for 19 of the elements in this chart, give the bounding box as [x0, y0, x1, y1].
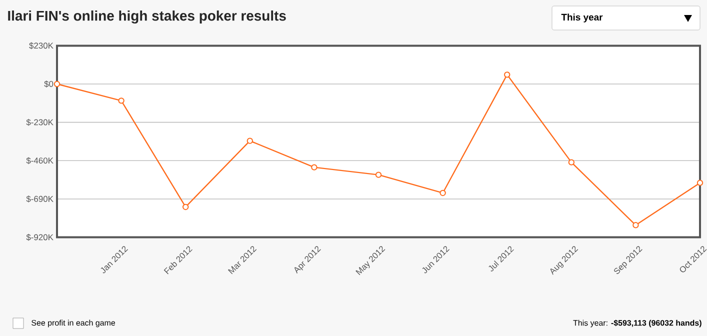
point — [440, 190, 446, 196]
point — [54, 80, 60, 88]
chart-title: Ilari FIN's online high stakes poker results — [8, 10, 286, 24]
point — [375, 172, 382, 178]
point — [182, 204, 189, 210]
point — [246, 138, 254, 144]
y-tick-label: $-920K — [26, 234, 54, 241]
y-tick-label: $-690K — [26, 196, 54, 202]
y-tick-label: $230K — [29, 42, 54, 50]
y-tick-label: $0 — [44, 80, 54, 88]
point — [632, 222, 639, 228]
point — [568, 159, 575, 166]
point — [504, 72, 510, 78]
text: This year — [561, 14, 603, 22]
point — [696, 180, 704, 186]
point — [311, 164, 318, 170]
y-tick-label: $-230K — [26, 118, 54, 126]
y-tick-label: $-460K — [26, 157, 54, 164]
point — [118, 98, 124, 104]
